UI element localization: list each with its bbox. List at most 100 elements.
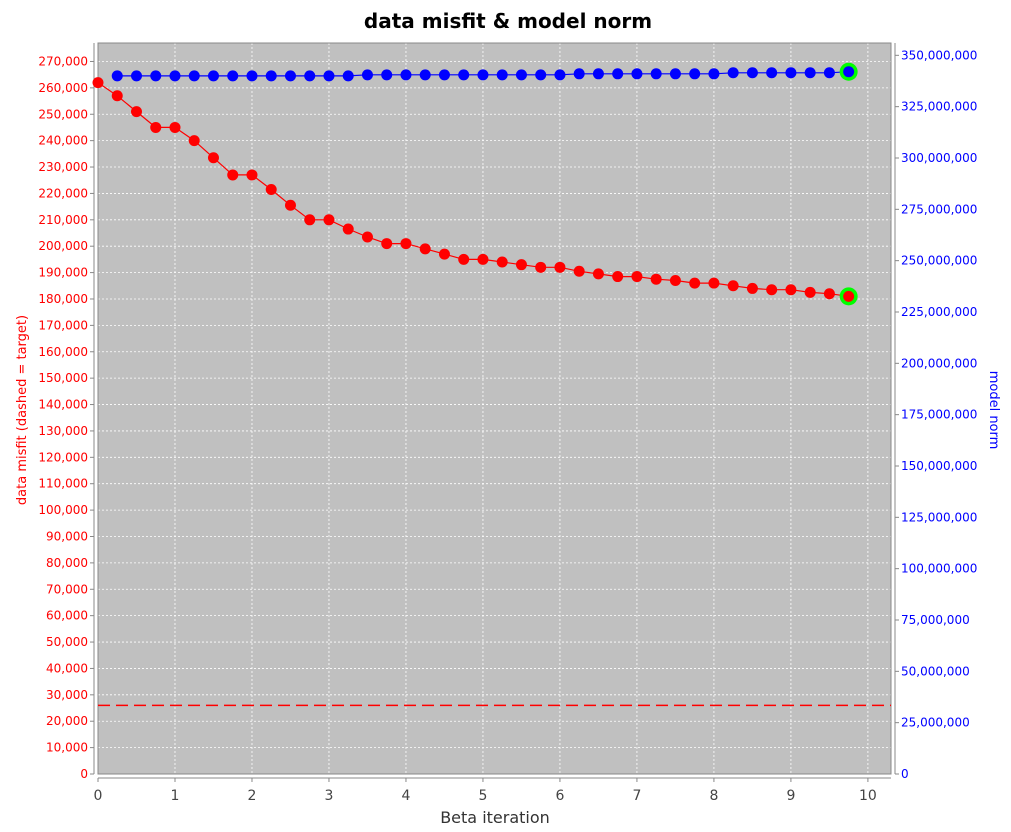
model-norm-point: [400, 69, 412, 81]
model-norm-point: [612, 68, 624, 80]
model-norm-point: [554, 69, 566, 81]
model-norm-point: [804, 67, 816, 79]
y-left-tick-label: 220,000: [38, 186, 88, 200]
model-norm-point: [843, 66, 855, 78]
misfit-point: [708, 277, 720, 289]
misfit-point: [458, 253, 470, 265]
plot-area: [98, 43, 891, 774]
y-right-tick-label: 75,000,000: [901, 613, 970, 627]
y-right-axis-label: model norm: [986, 371, 1001, 450]
model-norm-point: [111, 70, 123, 82]
x-tick-label: 5: [478, 788, 487, 804]
misfit-point: [823, 288, 835, 300]
model-norm-point: [207, 70, 219, 82]
y-left-tick-label: 0: [80, 767, 88, 781]
y-right-tick-label: 100,000,000: [901, 562, 977, 576]
y-right-tick-label: 350,000,000: [901, 48, 977, 62]
y-left-tick-label: 100,000: [38, 503, 88, 517]
model-norm-point: [323, 70, 335, 82]
misfit-point: [766, 284, 778, 296]
misfit-point: [361, 231, 373, 243]
y-left-tick-label: 50,000: [46, 635, 88, 649]
y-right-tick-label: 150,000,000: [901, 459, 977, 473]
model-norm-point: [496, 69, 508, 81]
misfit-point: [689, 277, 701, 289]
y-left-tick-label: 130,000: [38, 424, 88, 438]
misfit-point: [554, 261, 566, 273]
y-left-axis-label: data misfit (dashed = target): [15, 315, 30, 505]
y-right-tick-label: 175,000,000: [901, 408, 977, 422]
x-tick-label: 2: [248, 788, 257, 804]
model-norm-point: [342, 70, 354, 82]
model-norm-point: [227, 70, 239, 82]
y-left-tick-label: 170,000: [38, 318, 88, 332]
model-norm-point: [169, 70, 181, 82]
misfit-point: [477, 253, 489, 265]
x-axis-label: Beta iteration: [440, 808, 550, 827]
model-norm-point: [419, 69, 431, 81]
x-tick-label: 9: [786, 788, 795, 804]
x-tick-label: 10: [859, 788, 877, 804]
misfit-point: [843, 290, 855, 302]
misfit-point: [573, 265, 585, 277]
misfit-point: [188, 135, 200, 147]
plot-border: [97, 42, 892, 775]
y-right-tick-label: 225,000,000: [901, 305, 977, 319]
misfit-point: [265, 183, 277, 195]
x-tick-label: 8: [709, 788, 718, 804]
y-left-tick-label: 240,000: [38, 134, 88, 148]
misfit-point: [284, 199, 296, 211]
y-left-tick-label: 180,000: [38, 292, 88, 306]
y-left-tick-label: 90,000: [46, 529, 88, 543]
misfit-point: [227, 169, 239, 181]
y-left-tick-label: 160,000: [38, 345, 88, 359]
y-left-tick-label: 60,000: [46, 609, 88, 623]
model-norm-point: [150, 70, 162, 82]
x-tick-label: 7: [632, 788, 641, 804]
model-norm-point: [265, 70, 277, 82]
model-norm-point: [689, 68, 701, 80]
y-right-tick-label: 125,000,000: [901, 510, 977, 524]
misfit-point: [207, 152, 219, 164]
y-left-tick-label: 110,000: [38, 477, 88, 491]
misfit-point: [381, 238, 393, 250]
y-right-tick-label: 50,000,000: [901, 664, 970, 678]
misfit-point: [169, 121, 181, 133]
misfit-point: [111, 90, 123, 102]
x-tick-label: 4: [402, 788, 411, 804]
y-right-tick-label: 200,000,000: [901, 356, 977, 370]
misfit-point: [612, 271, 624, 283]
model-norm-point: [785, 67, 797, 79]
misfit-point: [323, 214, 335, 226]
model-norm-point: [823, 67, 835, 79]
model-norm-point: [708, 68, 720, 80]
misfit-point: [727, 280, 739, 292]
misfit-point: [342, 223, 354, 235]
misfit-point: [304, 214, 316, 226]
model-norm-point: [246, 70, 258, 82]
y-left-tick-label: 80,000: [46, 556, 88, 570]
y-right-tick-label: 0: [901, 767, 909, 781]
x-tick-label: 0: [94, 788, 103, 804]
model-norm-point: [381, 69, 393, 81]
model-norm-point: [304, 70, 316, 82]
misfit-point: [419, 243, 431, 255]
misfit-point: [496, 256, 508, 268]
misfit-point: [92, 77, 104, 89]
x-tick-label: 3: [325, 788, 334, 804]
y-left-tick-label: 270,000: [38, 54, 88, 68]
misfit-point: [438, 248, 450, 260]
y-right-tick-label: 325,000,000: [901, 100, 977, 114]
misfit-point: [400, 238, 412, 250]
misfit-point: [130, 106, 142, 118]
model-norm-point: [438, 69, 450, 81]
y-left-tick-label: 210,000: [38, 213, 88, 227]
y-left-tick-label: 20,000: [46, 714, 88, 728]
misfit-point: [515, 259, 527, 271]
y-left-tick-label: 140,000: [38, 398, 88, 412]
model-norm-point: [766, 67, 778, 79]
model-norm-point: [592, 68, 604, 80]
y-left-tick-label: 150,000: [38, 371, 88, 385]
